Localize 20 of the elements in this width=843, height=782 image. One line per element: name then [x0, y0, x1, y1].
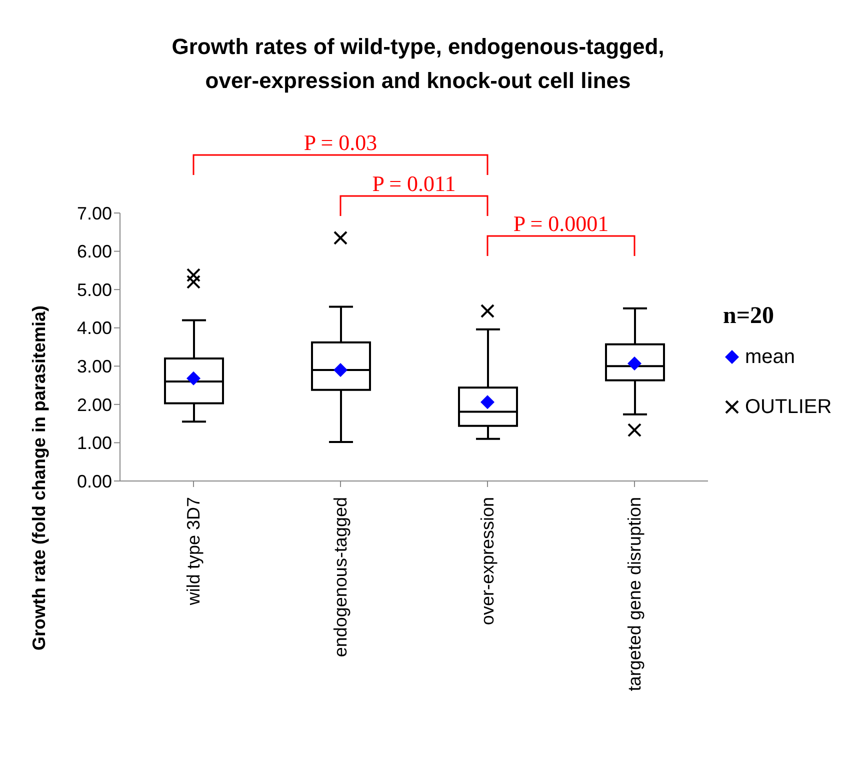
legend-label: OUTLIER: [745, 396, 832, 418]
annotation: P = 0.0001: [513, 211, 609, 236]
y-tick-label: 6.00: [76, 242, 112, 262]
y-tick-label: 1.00: [76, 433, 112, 454]
legend-title: n=20: [723, 303, 776, 330]
chart-title: Growth rates of wild-type, endogenous-tagged, over-expression and knock-out cell lines: [170, 33, 666, 95]
x-tick-label: wild type 3D7: [184, 497, 204, 606]
x-tick-label: targeted gene disruption: [624, 497, 644, 692]
y-tick-label: 0.00: [76, 471, 112, 492]
y-tick-label: 2.00: [76, 394, 112, 415]
text: P = 0.03: [304, 130, 378, 155]
text: P = 0.011: [372, 171, 456, 196]
y-axis-title: Growth rate (fold change in parasitemia): [29, 305, 49, 651]
legend-label: mean: [745, 346, 796, 368]
x-tick-label: over-expression: [478, 497, 498, 626]
y-tick-label: 3.00: [76, 356, 112, 377]
y-tick-label: 7.00: [76, 203, 112, 224]
y-tick-label: 5.00: [76, 280, 112, 300]
x-tick-label: endogenous-tagged: [330, 497, 350, 658]
y-tick-label: 4.00: [76, 318, 112, 338]
